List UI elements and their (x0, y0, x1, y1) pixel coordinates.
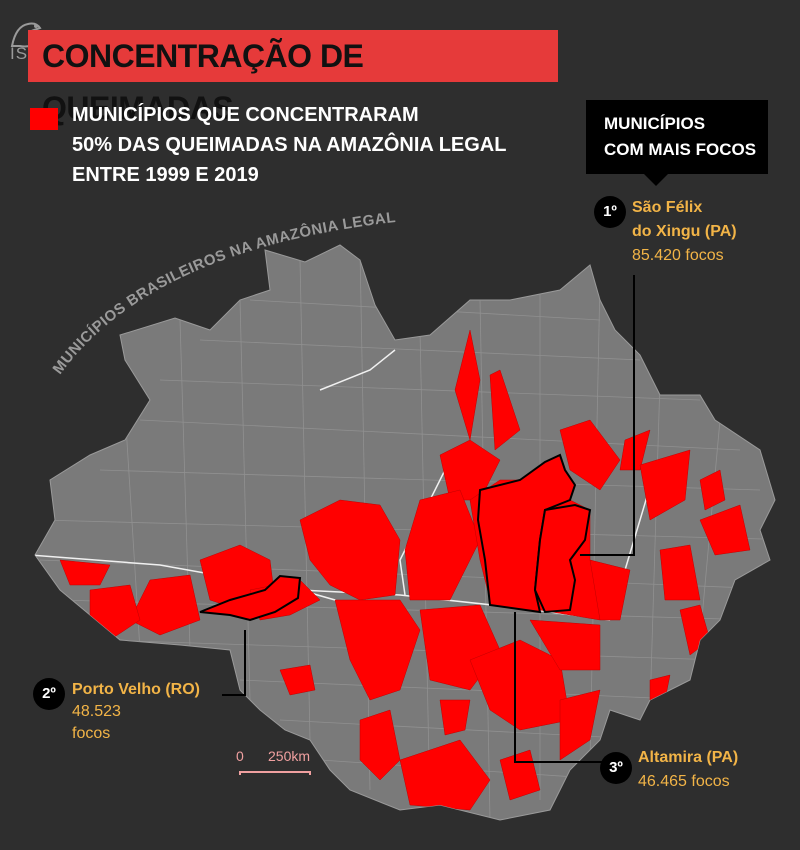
scale-zero: 0 (236, 748, 244, 764)
scale-distance: 250km (268, 748, 311, 764)
scale-bar (239, 771, 311, 775)
rank-2-value-2: focos (72, 725, 111, 742)
rank-1-name-2: do Xingu (PA) (632, 223, 737, 240)
rank-1-name-1: São Félix (632, 199, 703, 216)
rank-3-name: Altamira (PA) (638, 749, 739, 766)
legend-swatch (30, 108, 58, 130)
legend-line-2: 50% DAS QUEIMADAS NA AMAZÔNIA LEGAL (72, 134, 507, 156)
top-box-pointer (644, 174, 668, 186)
top-box-line-2: COM MAIS FOCOS (604, 140, 757, 159)
rank-1-badge: 1º (594, 196, 626, 228)
top-box-line-1: MUNICÍPIOS (604, 114, 706, 133)
page-title: CONCENTRAÇÃO DE QUEIMADAS (28, 30, 558, 126)
rank-3-value: 46.465 focos (638, 773, 730, 790)
legend-line-1: MUNICÍPIOS QUE CONCENTRARAM (72, 104, 419, 126)
top-municipalities-box: MUNICÍPIOS COM MAIS FOCOS (586, 100, 768, 174)
legend-text: MUNICÍPIOS QUE CONCENTRARAM 50% DAS QUEI… (72, 100, 532, 190)
rank-2-badge: 2º (33, 678, 65, 710)
legend-line-3: ENTRE 1999 E 2019 (72, 164, 259, 186)
rank-3-badge: 3º (600, 752, 632, 784)
rank-2-value-1: 48.523 (72, 703, 121, 720)
rank-2-name: Porto Velho (RO) (72, 681, 200, 698)
rank-1-value: 85.420 focos (632, 247, 724, 264)
